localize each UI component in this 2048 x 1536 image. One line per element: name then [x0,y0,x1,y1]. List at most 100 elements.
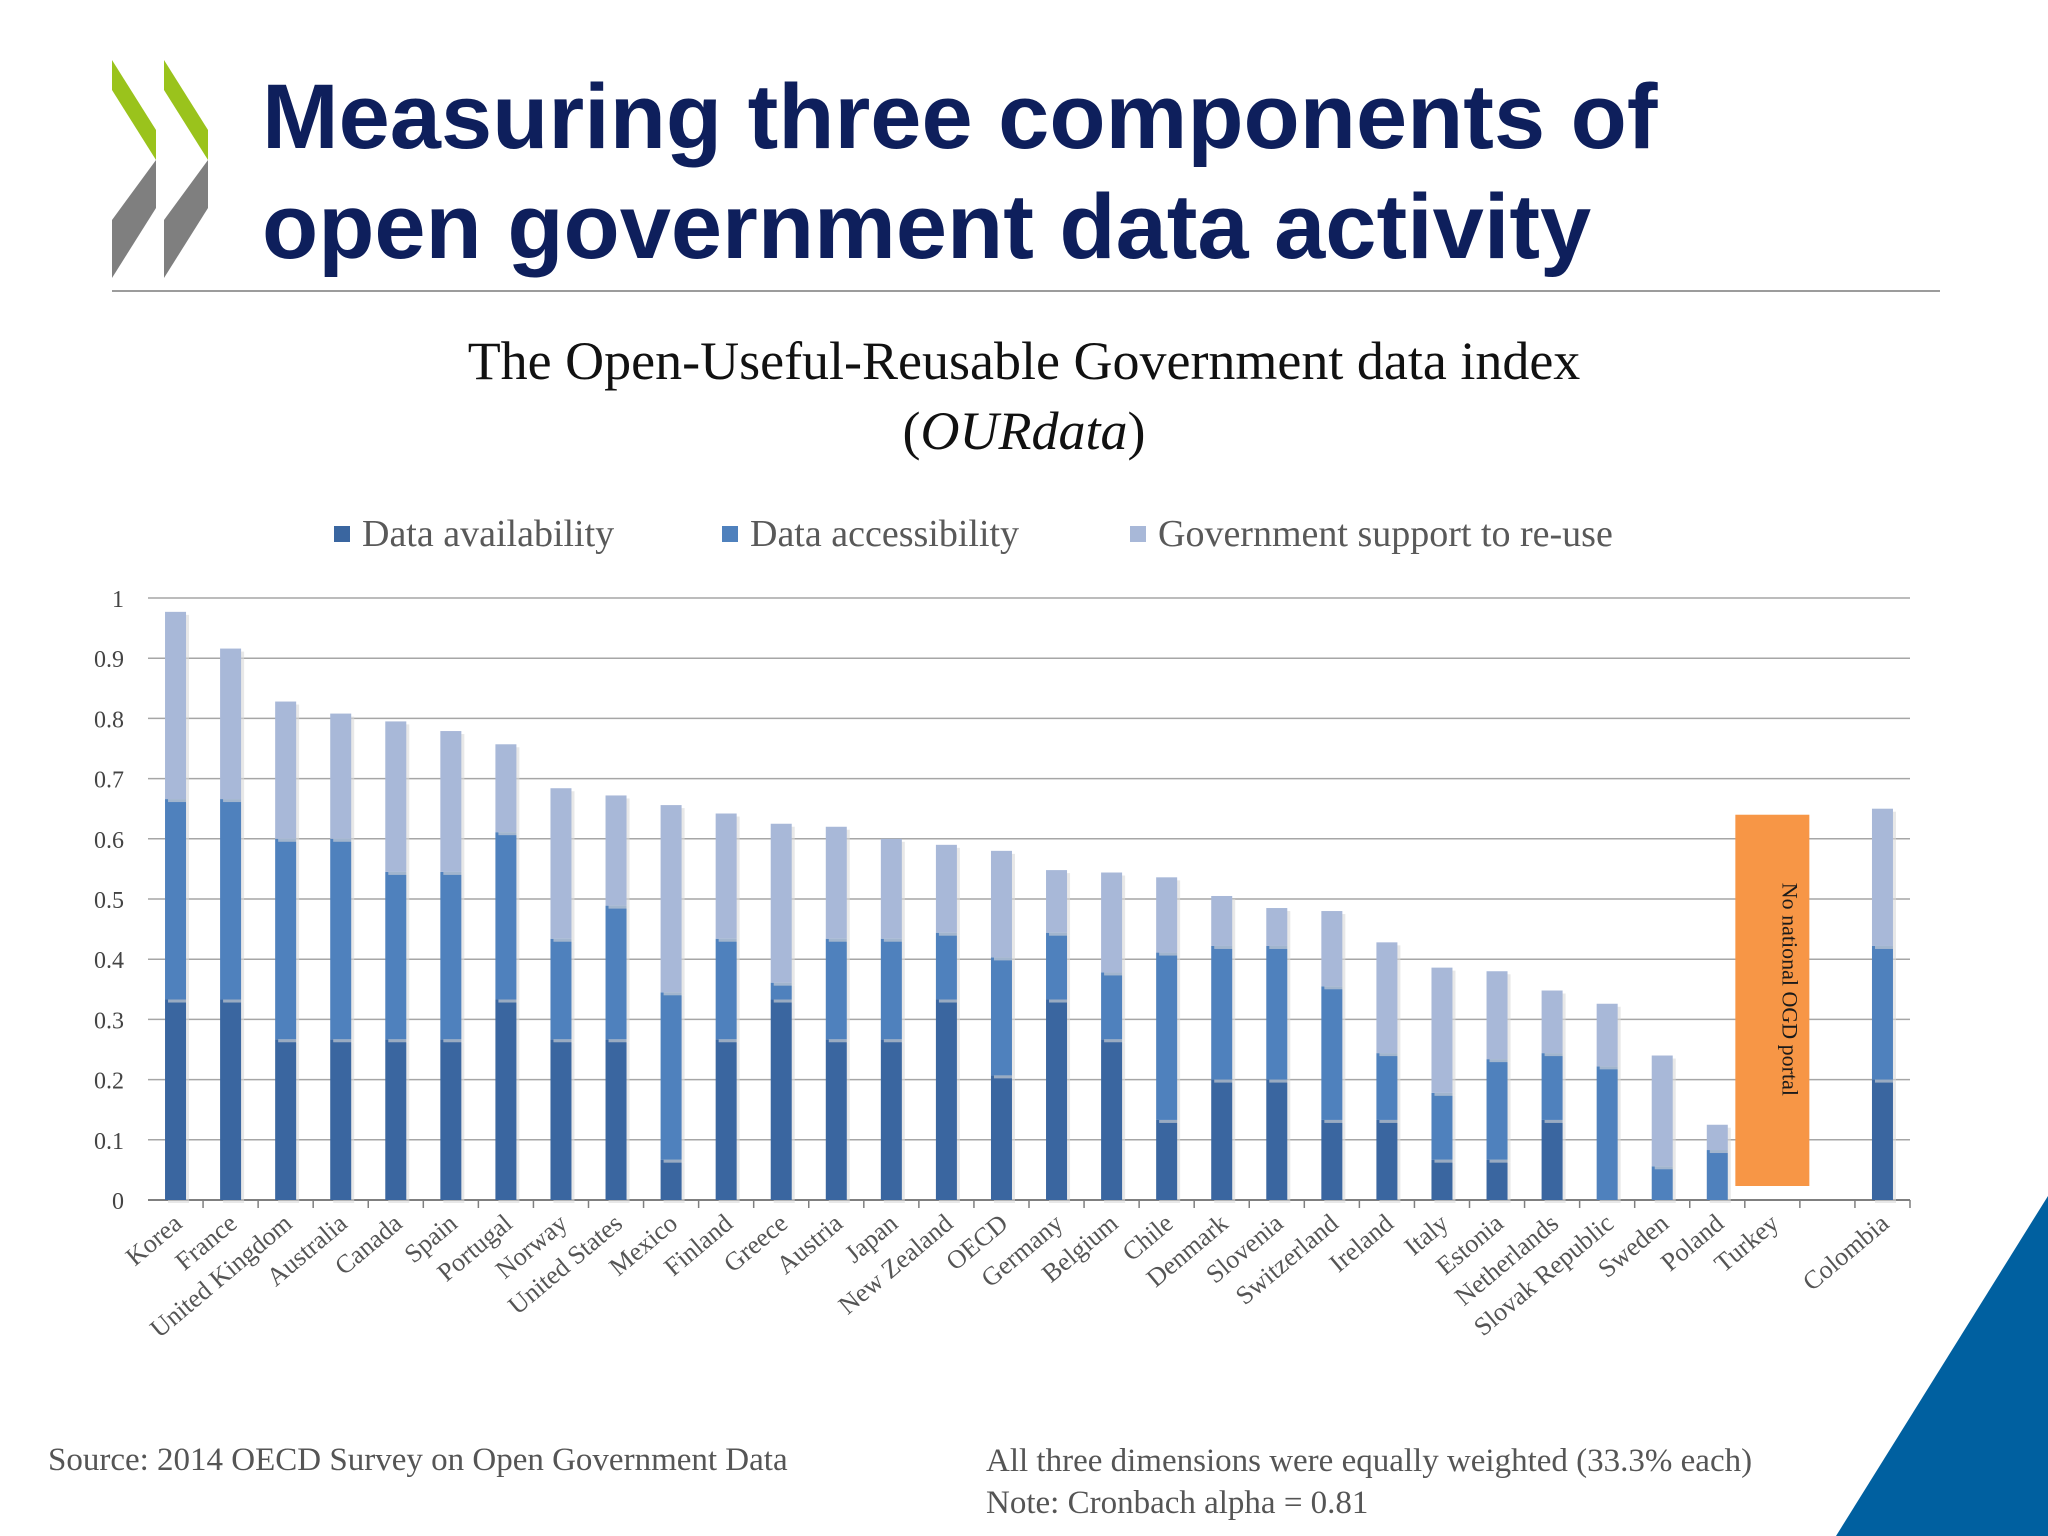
bar-segment-data-accessibility [440,871,462,1040]
bar-segment-government-support-to-re-use [220,648,242,800]
y-tick-label: 0.5 [94,888,124,914]
bar-segment-data-availability [1266,1079,1288,1200]
bar-segment-data-availability [1871,1079,1893,1200]
bar-segment-data-accessibility [1651,1166,1673,1200]
bar-segment-government-support-to-re-use [880,838,902,939]
chart-title-paren-close: ) [1127,401,1146,461]
bar-segment-government-support-to-re-use [385,721,407,872]
chart-title-line1: The Open-Useful-Reusable Government data… [467,331,1581,391]
chart-title-line2: (OURdata) [0,396,2048,466]
bar-segment-data-accessibility [275,838,297,1040]
y-tick-label: 0.6 [94,828,124,854]
bar-segment-data-accessibility [1101,972,1123,1040]
bar-segment-government-support-to-re-use [715,813,737,939]
chart-title: The Open-Useful-Reusable Government data… [0,326,2048,466]
bar-segment-data-availability [1046,999,1068,1200]
chart-title-italic: OURdata [920,401,1128,461]
x-tick-label: Turkey [1709,1208,1784,1278]
bar-segment-data-availability [1321,1119,1343,1200]
bar-segment-government-support-to-re-use [1486,971,1508,1060]
bar-segment-government-support-to-re-use [1211,895,1233,946]
legend-swatch [1130,526,1146,542]
bar-segment-government-support-to-re-use [1871,808,1893,946]
bar-segment-government-support-to-re-use [990,850,1012,958]
bar-segment-data-availability [440,1039,462,1200]
bar-segment-data-accessibility [605,905,627,1040]
method-note: All three dimensions were equally weight… [986,1440,1752,1524]
bar-segment-government-support-to-re-use [935,844,957,933]
bar-segment-government-support-to-re-use [1266,908,1288,946]
bar-segment-data-accessibility [330,838,352,1040]
slide-title: Measuring three components of open gover… [262,62,1962,282]
no-portal-annotation-text: No national OGD portal [1777,883,1802,1096]
bar-segment-government-support-to-re-use [275,701,297,839]
bar-segment-data-availability [1541,1119,1563,1200]
bar-segment-data-accessibility [1431,1092,1453,1160]
bar-segment-data-accessibility [935,932,957,1000]
y-tick-label: 0.7 [94,768,124,794]
y-tick-label: 0.9 [94,647,124,673]
bar-segment-data-availability [715,1039,737,1200]
bar-segment-government-support-to-re-use [1541,990,1563,1054]
bar-segment-data-availability [165,999,187,1200]
bar-segment-data-availability [385,1039,407,1200]
chart-title-paren-open: ( [902,401,921,461]
bar-segment-data-accessibility [1376,1053,1398,1120]
no-portal-annotation-box [1735,814,1810,1186]
y-tick-label: 0.3 [94,1008,124,1034]
bar-segment-government-support-to-re-use [1651,1055,1673,1167]
bar-segment-government-support-to-re-use [1321,911,1343,987]
bar-segment-data-availability [1486,1159,1508,1200]
bar-segment-data-availability [275,1039,297,1200]
bar-segment-data-accessibility [1266,945,1288,1080]
slide-title-line1: Measuring three components of [262,66,1658,168]
bar-segment-data-accessibility [220,799,242,1000]
bar-segment-data-accessibility [880,938,902,1040]
bar-segment-data-availability [990,1075,1012,1200]
bar-segment-data-accessibility [1541,1053,1563,1120]
bar-segment-government-support-to-re-use [550,788,572,939]
bar-segment-data-accessibility [1321,986,1343,1120]
bar-segment-data-availability [825,1039,847,1200]
bar-segment-government-support-to-re-use [1596,1003,1618,1067]
bar-segment-data-accessibility [1871,945,1893,1080]
bar-segment-data-accessibility [660,992,682,1160]
method-note-line1: All three dimensions were equally weight… [986,1443,1753,1479]
bar-segment-government-support-to-re-use [1156,877,1178,953]
bar-segment-government-support-to-re-use [1376,942,1398,1054]
legend-swatch [334,526,350,542]
bar-segment-data-availability [1156,1119,1178,1200]
title-divider [112,290,1940,292]
bar-segment-government-support-to-re-use [825,826,847,939]
y-tick-label: 0.1 [94,1129,124,1155]
bar-segment-data-accessibility [1596,1066,1618,1200]
bar-segment-government-support-to-re-use [1046,870,1068,933]
bar-segment-data-accessibility [550,938,572,1040]
y-tick-label: 0.8 [94,707,124,733]
source-note: Source: 2014 OECD Survey on Open Governm… [48,1442,788,1478]
y-tick-label: 0 [112,1189,124,1215]
bar-segment-data-availability [220,999,242,1200]
bar-segment-government-support-to-re-use [165,611,187,800]
bar-segment-data-accessibility [715,938,737,1040]
bar-segment-data-accessibility [1156,952,1178,1120]
y-tick-label: 0.4 [94,948,124,974]
bar-segment-data-accessibility [825,938,847,1040]
slide-title-line2: open government data activity [262,176,1592,278]
legend-label: Data availability [362,513,614,555]
y-tick-label: 1 [112,587,124,613]
bar-segment-data-accessibility [1046,932,1068,1000]
bar-segment-data-availability [495,999,517,1200]
y-tick-label: 0.2 [94,1069,124,1095]
x-tick-label: Ireland [1324,1208,1399,1278]
bar-segment-government-support-to-re-use [1101,872,1123,973]
legend-label: Data accessibility [750,513,1019,555]
bar-segment-data-availability [880,1039,902,1200]
bar-segment-government-support-to-re-use [1706,1124,1728,1151]
bar-segment-government-support-to-re-use [495,744,517,833]
x-tick-label: Colombia [1797,1208,1895,1296]
bar-segment-data-availability [1431,1159,1453,1200]
corner-decoration [1836,1196,2048,1536]
